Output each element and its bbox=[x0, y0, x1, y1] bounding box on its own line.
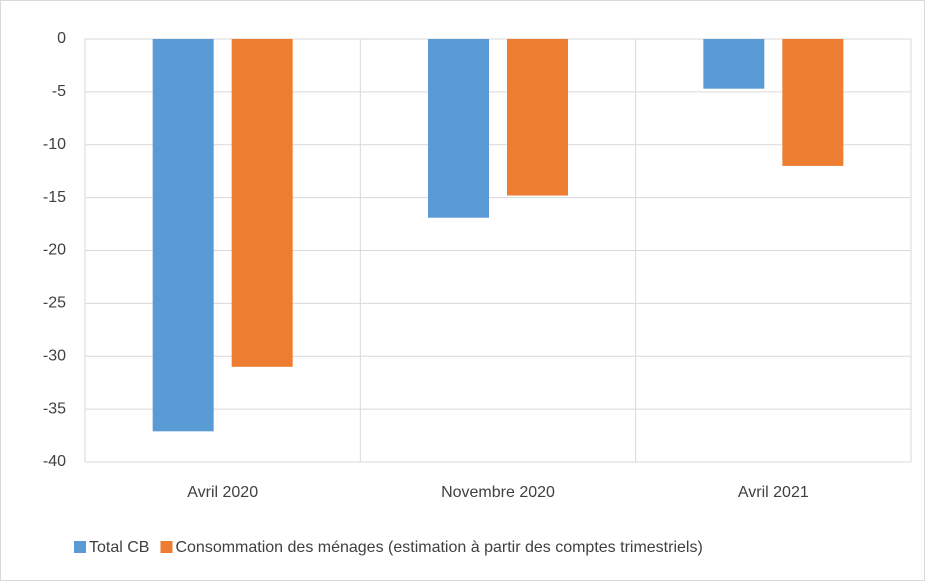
y-tick-label: -20 bbox=[43, 242, 66, 259]
y-tick-label: -5 bbox=[52, 83, 66, 100]
bar bbox=[782, 39, 844, 166]
y-tick-label: -30 bbox=[43, 347, 66, 364]
bar bbox=[703, 39, 765, 89]
x-tick-label: Avril 2021 bbox=[738, 484, 809, 501]
bar bbox=[507, 39, 568, 196]
y-tick-label: -40 bbox=[43, 453, 66, 470]
y-tick-label: 0 bbox=[57, 30, 66, 47]
bar bbox=[152, 39, 214, 432]
legend-label: Consommation des ménages (estimation à p… bbox=[175, 539, 702, 556]
x-tick-label: Novembre 2020 bbox=[441, 484, 555, 501]
x-tick-label: Avril 2020 bbox=[187, 484, 258, 501]
y-tick-label: -25 bbox=[43, 295, 66, 312]
y-tick-label: -35 bbox=[43, 400, 66, 417]
bar bbox=[428, 39, 489, 218]
bar bbox=[231, 39, 293, 367]
legend-label: Total CB bbox=[89, 539, 149, 556]
legend-swatch bbox=[74, 541, 86, 553]
y-tick-label: -15 bbox=[43, 189, 66, 206]
y-tick-label: -10 bbox=[43, 136, 66, 153]
legend-swatch bbox=[160, 541, 173, 553]
